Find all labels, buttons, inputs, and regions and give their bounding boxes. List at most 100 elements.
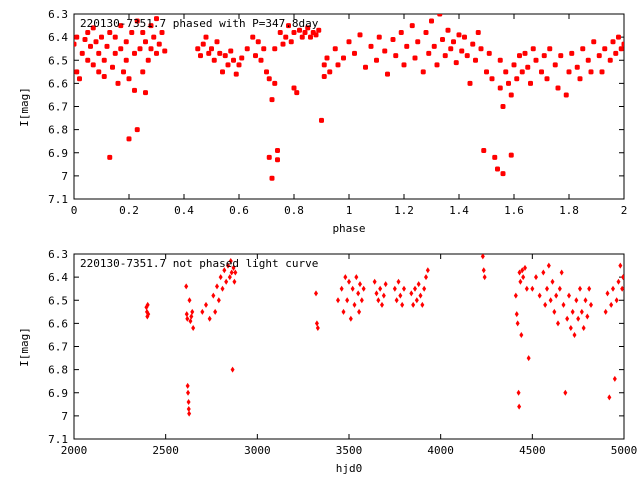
data-point xyxy=(453,60,459,66)
data-points xyxy=(74,14,624,181)
x-tick-label: 0.8 xyxy=(284,204,304,217)
x-tick-label: 2 xyxy=(621,204,628,217)
y-tick-label: 7.1 xyxy=(48,433,68,446)
y-tick-label: 6.3 xyxy=(48,8,68,21)
data-point xyxy=(462,34,467,40)
data-point xyxy=(541,53,547,59)
data-point xyxy=(467,80,473,86)
data-point xyxy=(440,36,445,42)
data-point xyxy=(486,50,492,56)
data-point xyxy=(220,69,225,75)
data-point xyxy=(484,69,489,75)
data-point xyxy=(398,30,404,35)
data-point xyxy=(140,69,146,75)
data-point xyxy=(412,55,418,61)
data-point xyxy=(588,69,594,75)
data-point xyxy=(206,50,212,56)
data-point xyxy=(607,57,613,63)
data-point xyxy=(79,50,85,56)
data-point xyxy=(534,274,538,281)
data-point xyxy=(264,69,269,75)
data-point xyxy=(187,297,192,304)
data-point xyxy=(112,50,118,56)
data-point xyxy=(348,315,353,322)
data-point xyxy=(513,292,518,299)
data-point xyxy=(203,34,209,40)
data-point xyxy=(96,50,102,56)
data-point xyxy=(211,57,217,63)
x-tick-label: 0.2 xyxy=(119,204,139,217)
data-point xyxy=(104,43,110,49)
data-point xyxy=(525,64,531,70)
data-point xyxy=(224,278,229,285)
data-point xyxy=(508,152,514,158)
data-point xyxy=(398,292,403,299)
data-point xyxy=(587,285,592,292)
data-point xyxy=(363,64,368,70)
data-point xyxy=(539,69,544,75)
data-point xyxy=(478,46,484,52)
data-point xyxy=(85,30,91,35)
data-point xyxy=(134,127,140,133)
data-point xyxy=(563,92,569,98)
data-point xyxy=(392,285,397,292)
x-tick-label: 0 xyxy=(71,204,78,217)
data-point xyxy=(524,285,529,292)
data-point xyxy=(609,301,614,308)
data-point xyxy=(569,50,575,56)
data-point xyxy=(489,76,495,82)
data-point xyxy=(425,267,430,274)
data-point xyxy=(396,278,401,285)
data-point xyxy=(126,76,132,82)
data-point xyxy=(222,53,228,59)
data-point xyxy=(93,39,99,45)
data-point xyxy=(266,154,272,160)
data-point xyxy=(480,254,485,260)
data-point xyxy=(77,76,82,82)
data-point xyxy=(508,92,514,98)
data-point xyxy=(424,274,428,281)
data-point xyxy=(420,69,426,75)
data-point xyxy=(121,69,126,75)
data-point xyxy=(517,269,522,276)
data-point xyxy=(497,85,503,91)
data-point xyxy=(519,331,524,338)
data-point xyxy=(516,389,521,396)
data-point xyxy=(272,80,278,86)
data-point xyxy=(581,325,586,331)
data-point xyxy=(200,41,206,47)
data-point xyxy=(552,308,557,315)
data-point xyxy=(602,46,608,52)
data-point xyxy=(614,297,619,304)
data-point xyxy=(226,262,230,269)
data-point xyxy=(74,41,77,47)
data-point xyxy=(523,264,527,271)
data-point xyxy=(185,382,190,389)
data-point xyxy=(132,50,137,56)
data-point xyxy=(557,285,562,292)
data-point xyxy=(137,46,143,52)
x-tick-label: 3000 xyxy=(244,444,271,457)
data-point xyxy=(574,297,579,304)
data-point xyxy=(475,30,481,35)
data-point xyxy=(357,32,363,38)
y-tick-label: 6.8 xyxy=(48,124,68,137)
data-point xyxy=(514,311,519,318)
data-point xyxy=(358,281,362,288)
data-point xyxy=(191,325,196,331)
data-point xyxy=(134,18,140,24)
data-point xyxy=(416,281,421,288)
data-point xyxy=(327,69,333,75)
data-point xyxy=(390,36,396,42)
data-point xyxy=(352,50,357,56)
data-point xyxy=(558,53,564,59)
data-point xyxy=(559,269,564,276)
data-point xyxy=(272,46,278,52)
data-point xyxy=(456,32,462,38)
data-point xyxy=(316,27,322,33)
data-point xyxy=(548,297,553,304)
data-point xyxy=(555,85,561,91)
y-axis-label: I[mag] xyxy=(18,327,31,367)
data-point xyxy=(101,73,107,79)
data-point xyxy=(118,46,124,52)
